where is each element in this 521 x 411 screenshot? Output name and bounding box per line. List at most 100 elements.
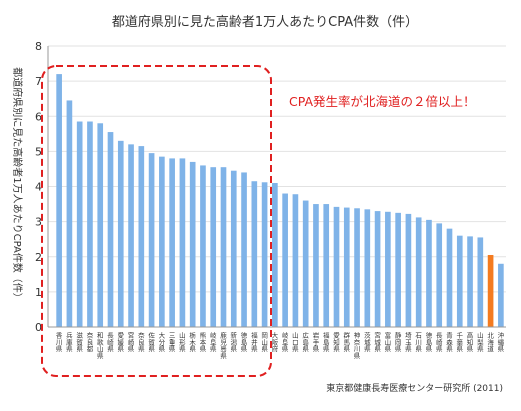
y-tick-label: 5 <box>35 145 42 158</box>
bar <box>56 74 62 327</box>
category-label: 愛知県 <box>333 331 340 354</box>
bar <box>415 217 422 327</box>
bar <box>128 144 134 327</box>
category-label: 静岡県 <box>395 331 402 354</box>
category-label: 栃木県 <box>189 331 196 354</box>
bar <box>76 121 83 327</box>
bar <box>395 212 401 327</box>
y-tick-label: 4 <box>35 181 42 194</box>
category-label: 沖縄県 <box>498 331 505 354</box>
y-tick-label: 3 <box>35 216 42 229</box>
y-tick-label: 8 <box>35 40 42 53</box>
bar <box>385 211 391 327</box>
bar <box>251 181 258 327</box>
category-label: 福井県 <box>251 331 258 354</box>
y-tick-label: 6 <box>35 110 42 123</box>
category-label: 山口県 <box>292 331 299 354</box>
category-label: 兵庫県 <box>66 331 73 354</box>
bar <box>426 219 432 327</box>
category-label: 徳島県 <box>241 331 248 354</box>
bar <box>200 165 206 327</box>
category-label: 岐阜県 <box>282 331 289 354</box>
category-label: 佐賀県 <box>148 331 155 354</box>
category-label: 熊本県 <box>200 331 207 354</box>
category-label: 高知県 <box>467 331 474 354</box>
bar <box>117 140 124 327</box>
category-label: 奈良都 <box>87 331 94 354</box>
bar <box>436 223 443 327</box>
category-label: 香川県 <box>56 331 63 354</box>
category-label: 広島県 <box>302 331 309 354</box>
bar <box>405 213 412 327</box>
bar <box>282 193 288 327</box>
bar <box>107 132 114 327</box>
bar <box>354 208 360 327</box>
bar <box>487 254 494 327</box>
y-tick-label: 1 <box>35 286 42 299</box>
source-note: 東京都健康長寿医療センター研究所 (2011) <box>326 382 503 394</box>
category-label: 石川県 <box>415 332 422 354</box>
category-label: 長崎県 <box>107 332 114 354</box>
category-label: 北海道 <box>487 332 494 354</box>
bar <box>446 228 453 327</box>
bar <box>138 146 145 327</box>
category-label: 埼玉県 <box>405 331 412 354</box>
bar <box>302 200 309 327</box>
bar <box>97 123 104 328</box>
bar <box>498 263 504 327</box>
highlight-box <box>41 65 272 377</box>
bar <box>210 167 217 327</box>
bar <box>313 204 319 327</box>
bar <box>323 204 330 327</box>
bar <box>467 236 473 327</box>
annotation-text: CPA発生率が北海道の２倍以上！ <box>289 94 476 109</box>
bar <box>374 211 381 327</box>
category-label: 宮崎県 <box>128 331 135 354</box>
category-label: 大分県 <box>159 331 166 354</box>
category-label: 神奈川県 <box>354 331 361 360</box>
category-label: 岐阜県 <box>210 331 217 354</box>
chart-title: 都道府県別に見た高齢者1万人あたりCPA件数（件） <box>112 14 418 30</box>
bar <box>87 121 93 327</box>
bar <box>456 235 463 327</box>
bar <box>169 158 175 327</box>
category-label: 大阪府 <box>272 331 279 354</box>
bar <box>159 156 165 327</box>
y-tick-label: 2 <box>35 251 42 264</box>
y-tick-label: 7 <box>35 75 42 88</box>
category-label: 奈良県 <box>138 331 145 354</box>
bar <box>272 182 278 327</box>
category-label: 宮城県 <box>374 331 381 354</box>
bar <box>364 209 371 327</box>
category-label: 徳島県 <box>426 331 433 354</box>
bar <box>292 194 299 327</box>
category-label: 和歌山県 <box>97 331 104 360</box>
bar <box>230 170 237 327</box>
category-label: 千葉県 <box>457 331 464 354</box>
bar <box>477 237 484 327</box>
category-label: 山形県 <box>179 331 186 354</box>
bar <box>66 100 73 327</box>
y-axis-label: 都道府県別に見た高齢者1万人あたりCPA件数（件） <box>11 67 24 303</box>
category-label: 群馬県 <box>344 331 351 354</box>
bar <box>189 161 196 327</box>
category-label: 青森県 <box>446 331 453 354</box>
y-tick-labels: 0 1 2 3 4 5 6 7 8 <box>35 40 42 334</box>
category-label: 長崎県 <box>436 332 443 354</box>
category-label: 三重県 <box>169 332 176 354</box>
bar <box>220 167 227 327</box>
category-label: 新潟県 <box>231 331 238 354</box>
category-label: 岩手県 <box>313 331 320 354</box>
y-tick-label: 0 <box>35 321 42 334</box>
bar <box>241 172 247 327</box>
category-label: 富山県 <box>385 331 392 354</box>
category-label: 岡山県 <box>261 332 268 354</box>
bar <box>261 182 268 327</box>
category-label: 鹿児島県 <box>220 331 227 360</box>
bar <box>148 153 155 327</box>
category-labels: 香川県兵庫県滋賀県奈良都和歌山県長崎県愛媛県宮崎県奈良県佐賀県大分県三重県山形県… <box>56 331 505 360</box>
bars <box>56 74 504 328</box>
category-label: 福島県 <box>323 331 330 354</box>
bar <box>333 206 340 327</box>
